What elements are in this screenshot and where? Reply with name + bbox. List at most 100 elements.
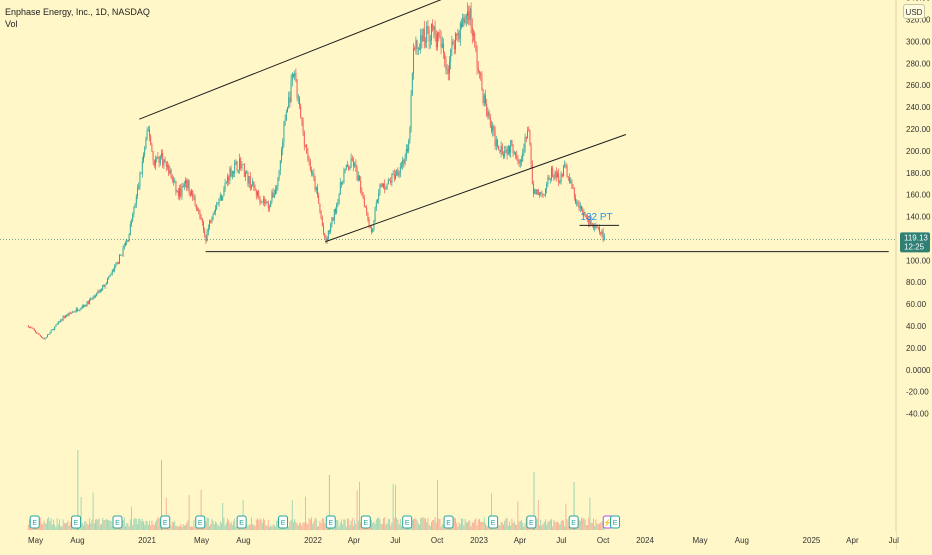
time-axis-panel[interactable]	[0, 531, 896, 550]
time-tick-label: May	[692, 536, 707, 545]
earnings-marker[interactable]	[443, 515, 454, 529]
candle-body	[551, 167, 552, 179]
candle-body	[169, 169, 171, 174]
trendline[interactable]	[139, 0, 639, 120]
volume-bar	[275, 526, 276, 530]
volume-bar	[375, 519, 377, 530]
candle-body	[600, 232, 602, 234]
earnings-marker[interactable]	[71, 515, 82, 529]
volume-bar	[209, 526, 210, 530]
candle-body	[379, 186, 381, 194]
earnings-marker[interactable]	[112, 515, 123, 529]
candle-body	[199, 210, 201, 218]
earnings-marker[interactable]	[488, 515, 499, 529]
candle-body	[121, 254, 123, 256]
volume-bar	[483, 517, 485, 530]
candle-body	[267, 202, 269, 209]
earnings-marker[interactable]	[325, 515, 336, 529]
price-tick-label: 40.00	[906, 322, 927, 331]
volume-bar	[143, 521, 144, 530]
current-price-badge[interactable]	[900, 232, 930, 253]
candle-body	[396, 169, 398, 176]
candle-body	[222, 195, 224, 201]
candle-body	[588, 219, 590, 225]
candle-body	[427, 25, 429, 31]
candle-body	[111, 269, 113, 274]
candle-body	[140, 173, 142, 175]
earnings-marker[interactable]	[29, 515, 40, 529]
candle-body	[493, 125, 495, 131]
volume-bar	[441, 523, 443, 530]
candle-body	[78, 310, 80, 311]
candle-body	[235, 161, 237, 164]
volume-bar	[585, 524, 587, 530]
current-price-value: 119.13	[904, 233, 928, 242]
volume-bar	[277, 519, 279, 530]
candle-body	[177, 190, 179, 197]
volume-bar	[264, 519, 266, 530]
candle-body	[176, 190, 178, 192]
candle-body	[584, 212, 586, 216]
candle-body	[458, 32, 460, 40]
candle-body	[43, 338, 45, 340]
candle-body	[104, 284, 106, 287]
candle-body	[175, 180, 177, 192]
volume-bar	[482, 521, 484, 530]
earnings-marker[interactable]	[526, 515, 537, 529]
volume-bar	[515, 524, 516, 530]
volume-bar	[338, 526, 340, 530]
earnings-marker[interactable]	[278, 515, 289, 529]
trendline[interactable]	[325, 134, 627, 243]
volume-bar	[383, 518, 384, 530]
price-target-label: 132 PT	[580, 212, 612, 223]
candle-body	[305, 144, 306, 146]
earnings-marker[interactable]	[360, 515, 371, 529]
candle-body	[368, 219, 370, 227]
volume-bar	[501, 522, 503, 530]
candle-body	[248, 176, 250, 184]
candle-body	[81, 305, 83, 309]
price-axis-panel[interactable]	[896, 0, 932, 550]
volume-bar	[211, 518, 213, 530]
volume-bar	[593, 518, 594, 530]
volume-bar	[200, 489, 202, 530]
candle-body	[224, 183, 226, 189]
volume-bar	[146, 520, 148, 530]
earnings-marker[interactable]	[568, 515, 579, 529]
currency-button[interactable]: USD	[903, 4, 925, 19]
candle-body	[32, 328, 34, 330]
volume-bar	[181, 526, 183, 530]
volume-bar	[104, 520, 106, 530]
volume-bar	[421, 517, 423, 530]
time-tick-label: 2025	[803, 536, 821, 545]
volume-bar	[186, 522, 188, 530]
earnings-marker[interactable]	[402, 515, 413, 529]
candle-body	[164, 159, 166, 162]
volume-bar	[396, 517, 398, 530]
candle-body	[390, 180, 392, 183]
earnings-marker[interactable]	[610, 515, 621, 529]
volume-bar	[348, 519, 350, 530]
candle-body	[542, 193, 544, 195]
volume-indicator-label[interactable]: Vol	[5, 19, 18, 29]
volume-bar	[435, 522, 437, 530]
volume-bar	[177, 526, 179, 530]
volume-bar	[307, 524, 309, 530]
candle-body	[31, 327, 33, 329]
volume-bar	[549, 519, 551, 530]
candle-body	[537, 189, 539, 195]
volume-bar	[579, 520, 581, 530]
volume-bar	[69, 522, 71, 530]
candle-body	[366, 207, 368, 214]
candle-body	[381, 183, 383, 187]
earnings-marker[interactable]	[195, 515, 206, 529]
earnings-marker[interactable]	[236, 515, 247, 529]
symbol-title[interactable]: Enphase Energy, Inc., 1D, NASDAQ	[5, 7, 150, 17]
candle-body	[447, 68, 449, 74]
candle-body	[563, 166, 564, 177]
earnings-marker[interactable]	[160, 515, 171, 529]
volume-bar	[42, 524, 44, 530]
candle-body	[401, 165, 402, 167]
